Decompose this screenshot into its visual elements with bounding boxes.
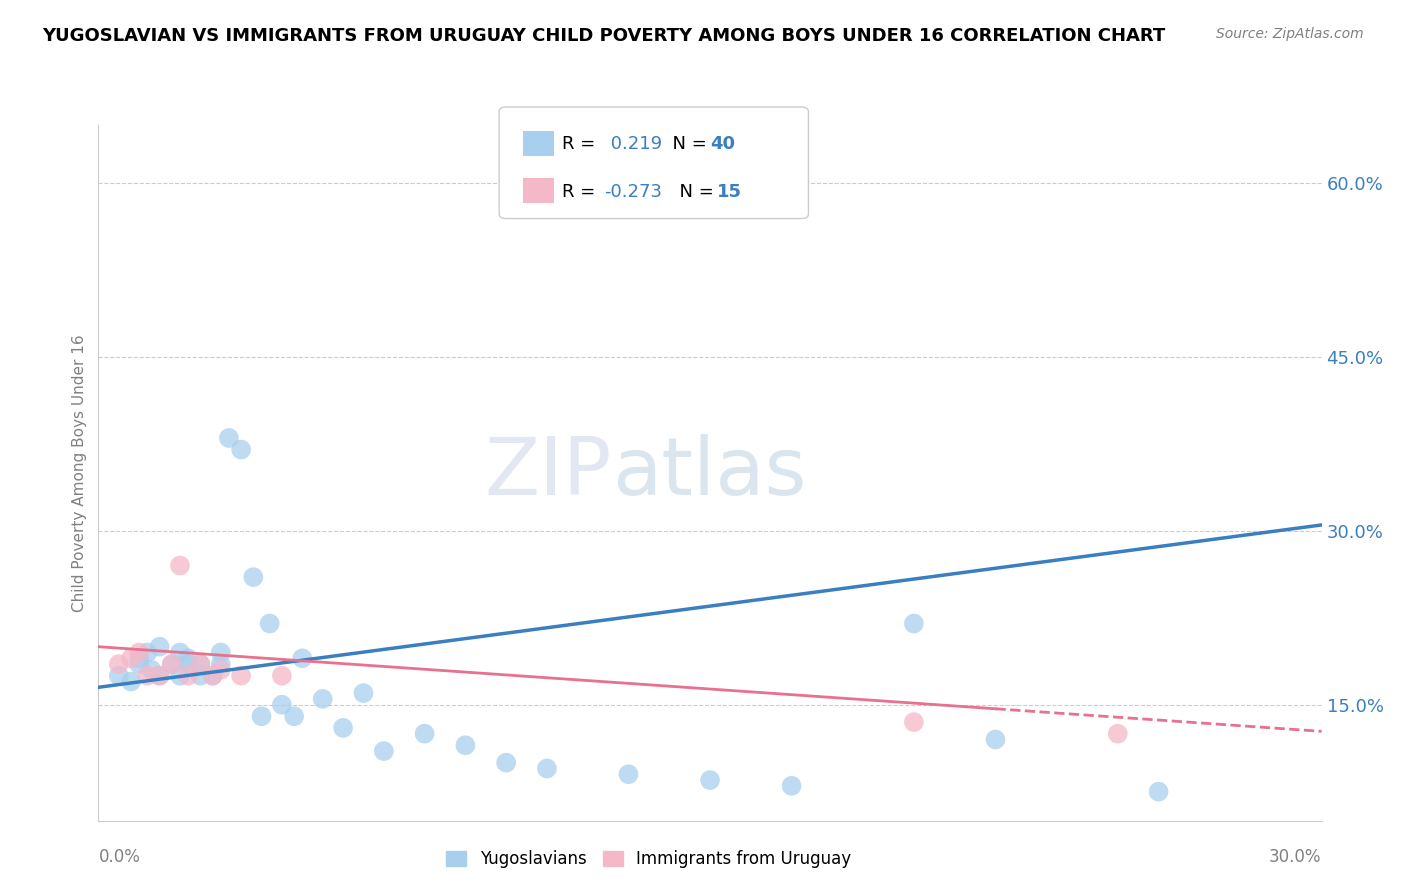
Point [373,744,395,758]
Point [108,657,131,671]
Point [218,431,240,445]
Point [128,651,150,665]
Point [136,646,159,660]
Legend: Yugoslavians, Immigrants from Uruguay: Yugoslavians, Immigrants from Uruguay [440,844,858,875]
Text: ZIP: ZIP [485,434,612,512]
Point [259,616,281,631]
Point [495,756,517,770]
Point [149,640,172,654]
Text: 15: 15 [717,183,742,201]
Point [231,669,253,683]
Point [169,558,191,573]
Point [209,657,232,671]
Point [270,669,294,683]
Text: -0.273: -0.273 [605,183,662,201]
Point [413,726,436,740]
Point [209,663,232,677]
Point [160,657,183,671]
Point [1107,726,1129,740]
Point [201,669,224,683]
Point [312,692,335,706]
Point [177,651,200,665]
Point [160,657,183,671]
Point [149,669,172,683]
Point [231,442,253,457]
Point [617,767,640,781]
Text: YUGOSLAVIAN VS IMMIGRANTS FROM URUGUAY CHILD POVERTY AMONG BOYS UNDER 16 CORRELA: YUGOSLAVIAN VS IMMIGRANTS FROM URUGUAY C… [42,27,1166,45]
Point [780,779,803,793]
Text: R =: R = [562,183,602,201]
Point [201,669,224,683]
Point [699,772,721,788]
Point [188,657,212,671]
Text: 40: 40 [710,136,735,153]
Point [454,739,477,753]
Point [188,669,212,683]
Point [177,669,200,683]
Point [128,646,150,660]
Point [188,657,212,671]
Point [1147,785,1170,799]
Point [242,570,264,584]
Point [169,646,191,660]
Point [903,616,925,631]
Point [141,663,163,677]
Text: R =: R = [562,136,602,153]
Point [283,709,305,723]
Point [120,651,142,665]
Point [108,669,131,683]
Point [120,674,142,689]
Point [209,646,232,660]
Point [128,657,150,671]
Text: Source: ZipAtlas.com: Source: ZipAtlas.com [1216,27,1364,41]
Text: 30.0%: 30.0% [1270,848,1322,866]
Point [177,657,200,671]
Text: N =: N = [661,136,713,153]
Point [291,651,314,665]
Y-axis label: Child Poverty Among Boys Under 16: Child Poverty Among Boys Under 16 [72,334,87,612]
Point [270,698,294,712]
Point [136,669,159,683]
Point [332,721,354,735]
Point [903,715,925,730]
Point [250,709,273,723]
Point [169,669,191,683]
Text: atlas: atlas [612,434,807,512]
Point [984,732,1007,747]
Point [352,686,374,700]
Point [536,761,558,775]
Text: 0.219: 0.219 [605,136,662,153]
Text: 0.0%: 0.0% [98,848,141,866]
Text: N =: N = [668,183,720,201]
Point [149,669,172,683]
